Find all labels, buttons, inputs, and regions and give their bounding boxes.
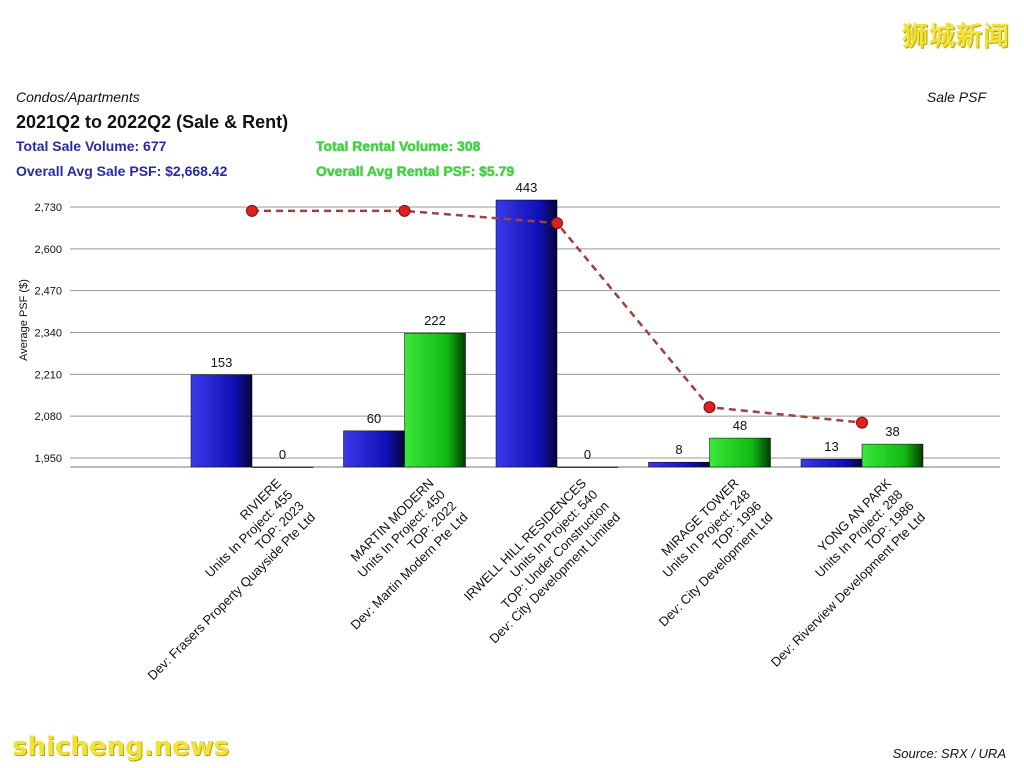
sale-volume-bar: [800, 458, 863, 468]
sale-psf-point: [703, 401, 716, 414]
total-rental-volume: Total Rental Volume: 308: [316, 138, 481, 154]
sale-volume-label: 8: [675, 442, 682, 457]
metric-label: Sale PSF: [926, 89, 986, 105]
sale-volume-label: 443: [516, 180, 538, 195]
category-label-line: Dev: Frasers Property Quayside Pte Ltd: [144, 509, 318, 683]
rental-volume-label: 0: [279, 447, 286, 462]
sale-volume-bar: [190, 374, 253, 468]
sale-volume-bar: [495, 199, 558, 468]
sale-volume-bar: [343, 430, 405, 468]
sale-volume-label: 13: [824, 439, 838, 454]
category-label: Condos/Apartments: [16, 89, 140, 105]
sale-psf-point: [246, 204, 258, 217]
total-sale-volume: Total Sale Volume: 677: [16, 138, 167, 154]
sale-volume-label: 60: [367, 411, 381, 426]
sale-volume-bar: [648, 461, 710, 468]
chart-title: 2021Q2 to 2022Q2 (Sale & Rent): [16, 112, 289, 132]
rental-volume-bar: [861, 443, 924, 468]
y-tick-label: 2,730: [34, 202, 62, 214]
avg-sale-psf: Overall Avg Sale PSF: $2,668.42: [16, 163, 228, 179]
y-tick-label: 1,950: [34, 453, 62, 465]
rental-volume-bar: [556, 466, 619, 468]
rental-volume-bar: [251, 466, 314, 468]
rental-volume-label: 0: [584, 447, 591, 462]
rental-volume-label: 48: [733, 418, 747, 433]
watermark-logo-top: 狮城新闻: [901, 22, 1010, 52]
y-tick-label: 2,210: [34, 369, 62, 381]
avg-rental-psf: Overall Avg Rental PSF: $5.79: [316, 163, 515, 179]
sale-psf-point: [398, 204, 411, 217]
sale-psf-point: [551, 217, 563, 230]
y-tick-label: 2,340: [34, 328, 62, 340]
rental-volume-label: 38: [885, 424, 899, 439]
watermark-logo-bottom: shicheng.news: [12, 732, 230, 762]
source-note: Source: SRX / URA: [892, 746, 1006, 761]
sale-volume-label: 153: [211, 355, 233, 370]
rental-volume-bar: [709, 437, 771, 468]
y-axis-label: Average PSF ($): [18, 279, 30, 361]
sale-psf-point: [856, 416, 868, 429]
y-tick-label: 2,600: [34, 244, 62, 256]
rental-volume-label: 222: [424, 313, 446, 328]
y-tick-label: 2,080: [34, 411, 62, 423]
rental-volume-bar: [404, 332, 466, 468]
y-tick-label: 2,470: [34, 286, 62, 298]
